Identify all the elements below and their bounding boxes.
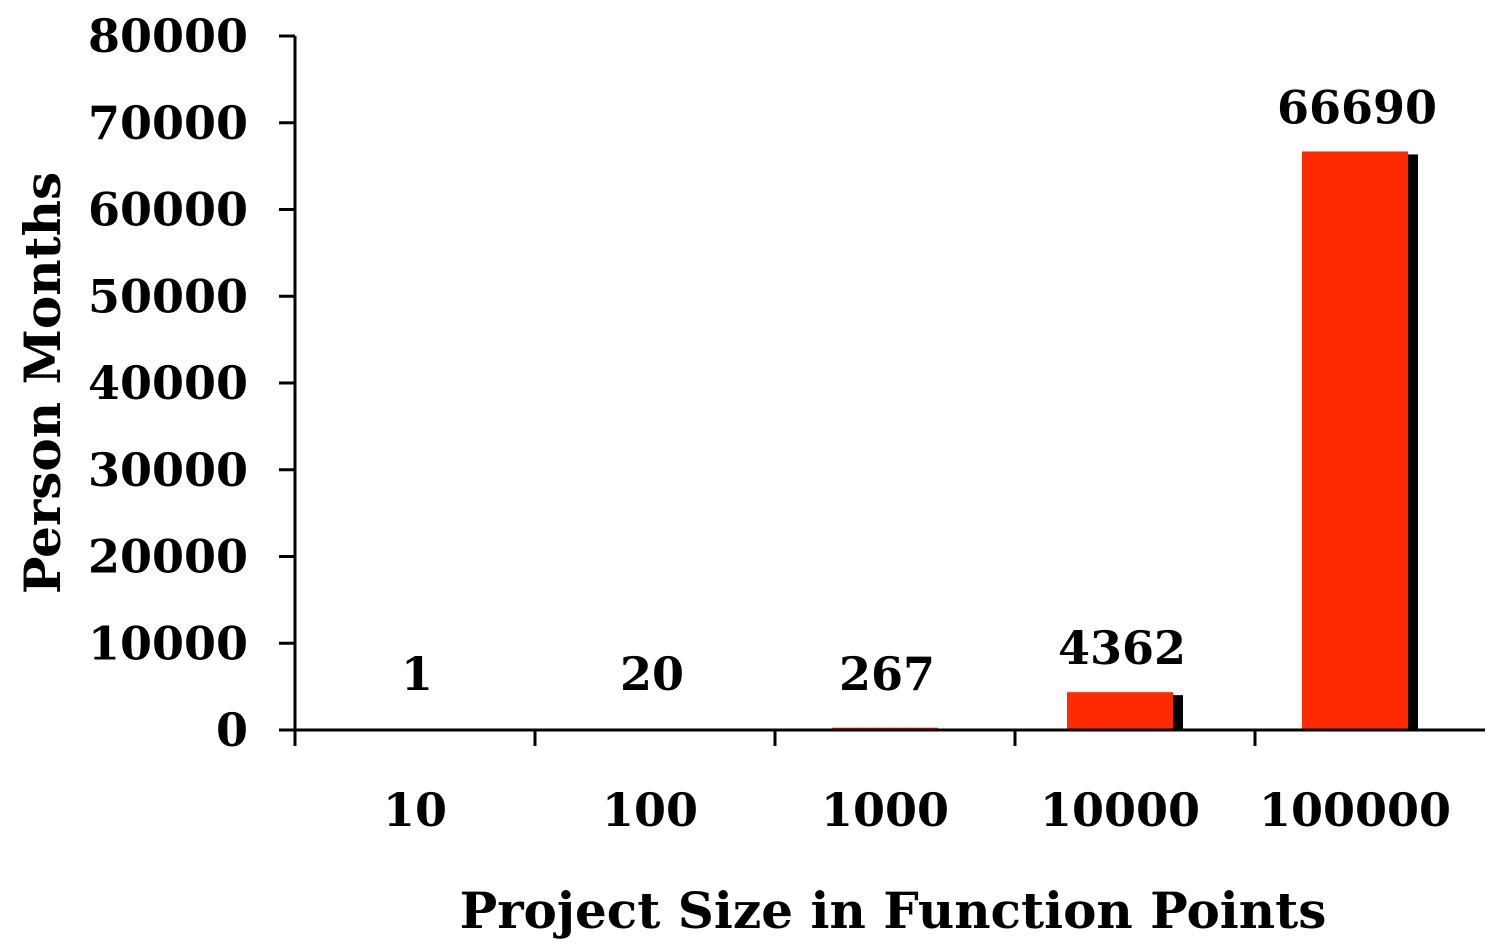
y-tick-label: 80000 xyxy=(88,9,248,63)
x-ticks-group: 10 100 1000 10000 100000 xyxy=(295,730,1451,837)
x-tick-label: 100000 xyxy=(1259,783,1451,837)
y-tick-label: 50000 xyxy=(88,269,248,323)
y-tick-label: 30000 xyxy=(88,443,248,497)
x-tick-label: 100 xyxy=(602,783,698,837)
x-tick-label: 1000 xyxy=(821,783,949,837)
bar xyxy=(1302,151,1408,730)
y-axis-title: Person Months xyxy=(13,172,72,594)
y-tick-label: 20000 xyxy=(88,530,248,584)
bar-shadow xyxy=(1408,154,1418,730)
bar xyxy=(1067,692,1173,730)
y-tick-label: 70000 xyxy=(88,96,248,150)
bar-value-label: 4362 xyxy=(1058,621,1186,675)
y-tick-label: 40000 xyxy=(88,356,248,410)
y-ticks-group: 0 10000 20000 30000 40000 50000 60000 70000 8000… xyxy=(88,9,295,757)
bar-value-label: 267 xyxy=(839,647,935,701)
y-tick-label: 0 xyxy=(216,703,248,757)
bar-shadow xyxy=(1173,695,1183,730)
bar-value-label: 20 xyxy=(620,647,684,701)
x-tick-label: 10000 xyxy=(1040,783,1200,837)
bars-group xyxy=(362,151,1418,730)
bar-value-label: 66690 xyxy=(1277,80,1437,134)
x-tick-label: 10 xyxy=(383,783,447,837)
data-labels-group: 1 20 267 4362 66690 xyxy=(401,80,1437,701)
x-axis-title: Project Size in Function Points xyxy=(460,881,1327,940)
bar-value-label: 1 xyxy=(401,647,433,701)
y-tick-label: 60000 xyxy=(88,183,248,237)
y-tick-label: 10000 xyxy=(88,616,248,670)
